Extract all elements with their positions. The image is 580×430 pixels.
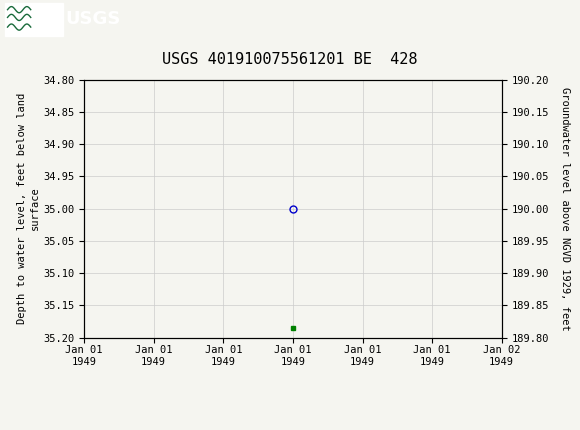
Text: USGS: USGS	[66, 10, 121, 28]
Legend: Period of approved data: Period of approved data	[202, 427, 383, 430]
Text: USGS 401910075561201 BE  428: USGS 401910075561201 BE 428	[162, 52, 418, 67]
Y-axis label: Depth to water level, feet below land
surface: Depth to water level, feet below land su…	[17, 93, 41, 324]
Y-axis label: Groundwater level above NGVD 1929, feet: Groundwater level above NGVD 1929, feet	[560, 87, 570, 330]
Bar	[5, 3, 63, 36]
